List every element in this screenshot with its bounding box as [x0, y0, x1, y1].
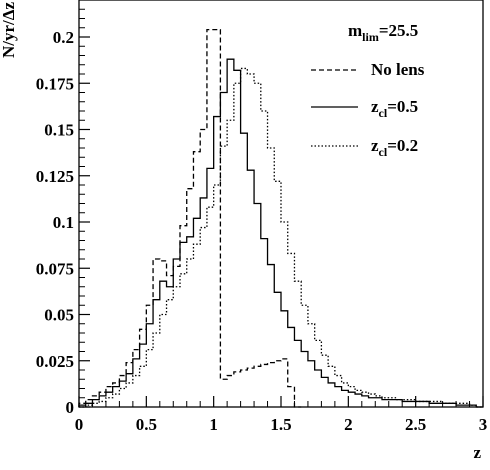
legend-label-2: zcl=0.5 [371, 97, 418, 120]
y-tick-label: 0.15 [44, 121, 74, 140]
y-tick-label: 0.05 [44, 306, 74, 325]
annotation-mlim: mlim=25.5 [348, 21, 418, 44]
annotation-sub: lim [362, 30, 379, 44]
y-axis-title: N/yr/Δz [0, 2, 18, 58]
legend-label-rest: =0.2 [387, 136, 418, 155]
legend-label-1: No lens [371, 60, 425, 79]
legend-label-rest: =0.5 [387, 97, 418, 116]
legend-label-main: z [371, 136, 379, 155]
x-tick-label: 0.5 [136, 415, 157, 434]
y-tick-label: 0.1 [53, 213, 74, 232]
x-tick-label: 3 [479, 415, 488, 434]
y-tick-label: 0.075 [36, 259, 74, 278]
x-axis-title: z [473, 443, 481, 462]
x-tick-label: 2.5 [405, 415, 426, 434]
x-tick-label: 1 [209, 415, 218, 434]
x-tick-label: 2 [344, 415, 353, 434]
x-tick-label: 1.5 [270, 415, 291, 434]
series-layer [78, 28, 483, 408]
y-tick-label: 0.025 [36, 352, 74, 371]
ticks-layer [78, 0, 484, 408]
annotation-rest: =25.5 [379, 21, 418, 40]
legend-label-sub: cl [379, 145, 388, 159]
y-tick-label: 0.175 [36, 74, 74, 93]
y-tick-label: 0 [66, 398, 75, 417]
legend-label-main: No lens [371, 60, 425, 79]
annotation-main: m [348, 21, 362, 40]
x-tick-label: 0 [75, 415, 84, 434]
legend-label-main: z [371, 97, 379, 116]
legend-label-sub: cl [379, 106, 388, 120]
series-line-1 [78, 28, 302, 408]
y-tick-label: 0.125 [36, 167, 74, 186]
series-line-2 [78, 58, 483, 408]
y-tick-label: 0.2 [53, 28, 74, 47]
tick-labels-layer: 0 0.5 1 1.5 2 2.5 3 0 0.025 0.05 0.075 0.1 0.125 0.15… [36, 28, 488, 434]
legend-label-3: zcl=0.2 [371, 136, 418, 159]
